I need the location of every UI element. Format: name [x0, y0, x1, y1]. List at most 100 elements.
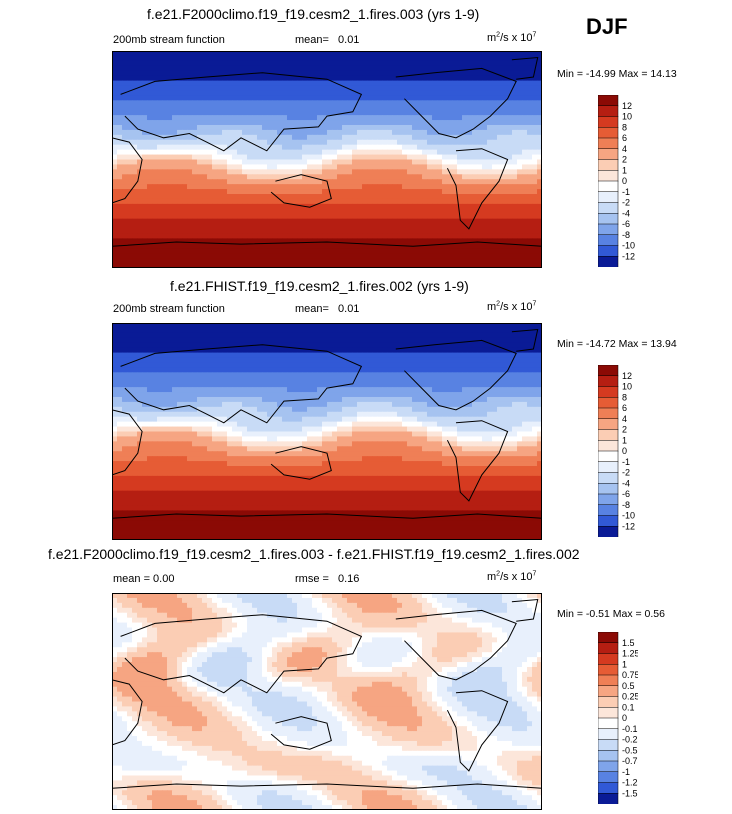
map-cell: [422, 159, 428, 166]
map-cell: [127, 194, 133, 200]
map-cell: [307, 65, 313, 72]
map-cell: [287, 223, 293, 230]
map-cell: [292, 357, 298, 364]
map-cell: [157, 194, 163, 200]
map-cell: [427, 154, 433, 161]
map-cell: [157, 243, 163, 249]
map-cell: [362, 263, 368, 268]
map-cell: [377, 179, 383, 185]
map-cell: [247, 75, 253, 82]
map-cell: [207, 115, 213, 121]
map-cell: [257, 169, 263, 175]
map-cell: [147, 179, 153, 185]
map-cell: [442, 115, 448, 121]
map-cell: [257, 382, 263, 388]
map-cell: [407, 115, 413, 121]
map-cell: [232, 382, 238, 388]
map-cell: [387, 95, 393, 101]
map-cell: [172, 323, 178, 329]
map-cell: [482, 55, 488, 62]
map-cell: [387, 105, 393, 111]
map-cell: [407, 100, 413, 106]
map-cell: [327, 154, 333, 161]
map-cell: [347, 90, 353, 96]
map-cell: [247, 184, 253, 190]
map-cell: [262, 110, 268, 116]
map-cell: [232, 213, 238, 220]
map-cell: [397, 80, 403, 87]
map-cell: [342, 85, 348, 92]
map-cell: [132, 154, 138, 161]
map-cell: [457, 51, 463, 57]
map-cell: [122, 213, 128, 220]
map-cell: [447, 248, 453, 254]
map-cell: [172, 233, 178, 240]
map-cell: [127, 159, 133, 166]
map-cell: [342, 164, 348, 170]
map-cell: [357, 327, 363, 334]
map-cell: [207, 223, 213, 230]
map-cell: [482, 198, 488, 205]
map-cell: [147, 134, 153, 141]
map-cell: [397, 174, 403, 180]
map-cell: [192, 332, 198, 339]
map-cell: [362, 55, 368, 62]
map-cell: [157, 51, 163, 57]
map-cell: [182, 184, 188, 190]
map-cell: [187, 51, 193, 57]
map-cell: [142, 169, 148, 175]
map-cell: [292, 342, 298, 349]
map-cell: [292, 327, 298, 334]
colorbar-tick-label: 2: [622, 155, 627, 165]
map-cell: [332, 124, 338, 131]
map-cell: [427, 253, 433, 259]
map-cell: [522, 352, 528, 359]
map-cell: [352, 347, 358, 354]
map-cell: [512, 248, 518, 254]
map-cell: [387, 70, 393, 77]
map-cell: [427, 85, 433, 92]
map-cell: [167, 332, 173, 339]
map-cell: [332, 258, 338, 264]
map-cell: [432, 124, 438, 131]
map-cell: [397, 263, 403, 268]
map-cell: [407, 337, 413, 344]
map-cell: [242, 179, 248, 185]
map-cell: [202, 337, 208, 344]
panel-2-units: m2/s x 107: [487, 300, 536, 313]
map-cell: [142, 342, 148, 349]
map-cell: [327, 342, 333, 349]
map-cell: [162, 105, 168, 111]
map-cell: [197, 124, 203, 131]
map-cell: [122, 149, 128, 156]
map-cell: [392, 194, 398, 200]
map-cell: [502, 80, 508, 87]
map-cell: [312, 105, 318, 111]
map-cell: [457, 243, 463, 249]
map-cell: [137, 189, 143, 195]
map-cell: [387, 203, 393, 210]
map-cell: [402, 129, 408, 136]
map-cell: [412, 105, 418, 111]
map-cell: [207, 149, 213, 156]
map-cell: [417, 144, 423, 151]
map-cell: [112, 213, 118, 220]
map-cell: [192, 357, 198, 364]
map-cell: [367, 223, 373, 230]
panel-1-units: m2/s x 107: [487, 31, 536, 44]
map-cell: [127, 387, 133, 393]
map-cell: [372, 189, 378, 195]
map-cell: [122, 120, 128, 126]
map-cell: [352, 100, 358, 106]
map-cell: [207, 174, 213, 180]
map-cell: [522, 213, 528, 220]
map-cell: [152, 139, 158, 146]
map-cell: [387, 51, 393, 57]
map-cell: [482, 352, 488, 359]
map-cell: [477, 238, 483, 244]
map-cell: [152, 110, 158, 116]
map-cell: [117, 164, 123, 170]
map-cell: [207, 120, 213, 126]
map-cell: [322, 149, 328, 156]
map-cell: [207, 55, 213, 62]
